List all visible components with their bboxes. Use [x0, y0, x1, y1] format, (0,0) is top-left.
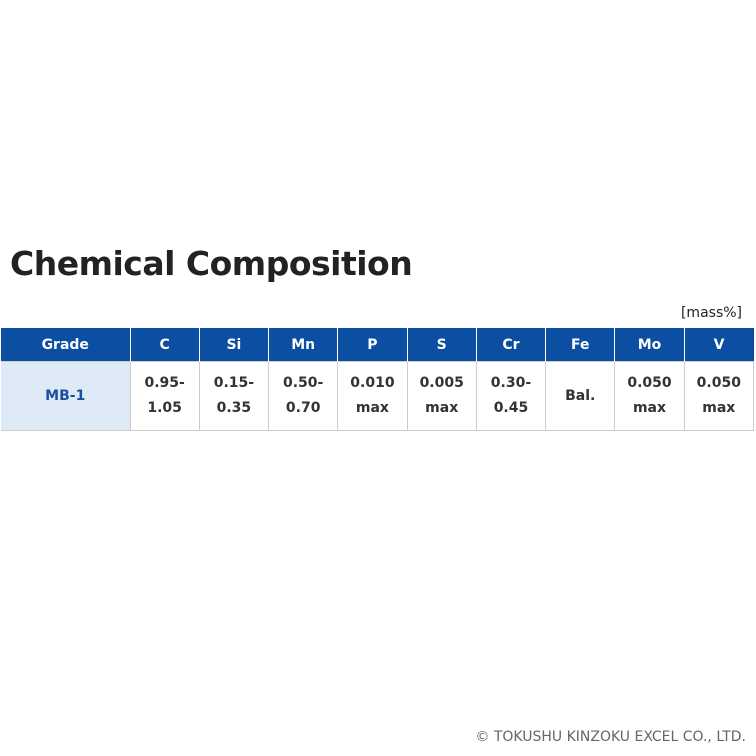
value-cell: 0.30-0.45 — [475, 361, 547, 431]
header-cell: Grade — [1, 328, 130, 362]
composition-table: Grade C Si Mn P S Cr Fe Mo V MB-1 0.95-1.05 0.15-0.… — [1, 328, 755, 431]
value-cell: 0.95-1.05 — [129, 361, 200, 431]
header-cell: P — [337, 328, 408, 362]
header-cell: Mn — [268, 328, 338, 362]
header-cell: Fe — [545, 328, 615, 362]
value-cell: 0.15-0.35 — [198, 361, 270, 431]
header-cell: V — [683, 328, 754, 362]
copyright: © TOKUSHU KINZOKU EXCEL CO., LTD. — [475, 729, 746, 745]
header-cell: Si — [198, 328, 269, 362]
title: Chemical Composition — [10, 244, 413, 283]
header-cell: Cr — [475, 328, 546, 362]
unit-label: [mass%] — [680, 305, 742, 321]
header-cell: Mo — [614, 328, 685, 362]
header-cell: S — [406, 328, 477, 362]
header-cell: C — [129, 328, 200, 362]
value-cell: 0.010 max — [337, 361, 408, 431]
value-cell: 0.050 max — [683, 361, 755, 431]
value-cell: 0.50-0.70 — [268, 361, 339, 431]
value-cell: Bal. — [545, 361, 616, 431]
header-row: Grade C Si Mn P S Cr Fe Mo V — [1, 328, 754, 362]
grade-cell: MB-1 — [1, 361, 131, 431]
table-row: MB-1 0.95-1.05 0.15-0.35 0.50-0.70 0.010 max… — [1, 361, 755, 431]
value-cell: 0.005 max — [406, 361, 477, 431]
table-body: MB-1 0.95-1.05 0.15-0.35 0.50-0.70 0.010 max… — [1, 361, 755, 431]
value-cell: 0.050 max — [614, 361, 685, 431]
